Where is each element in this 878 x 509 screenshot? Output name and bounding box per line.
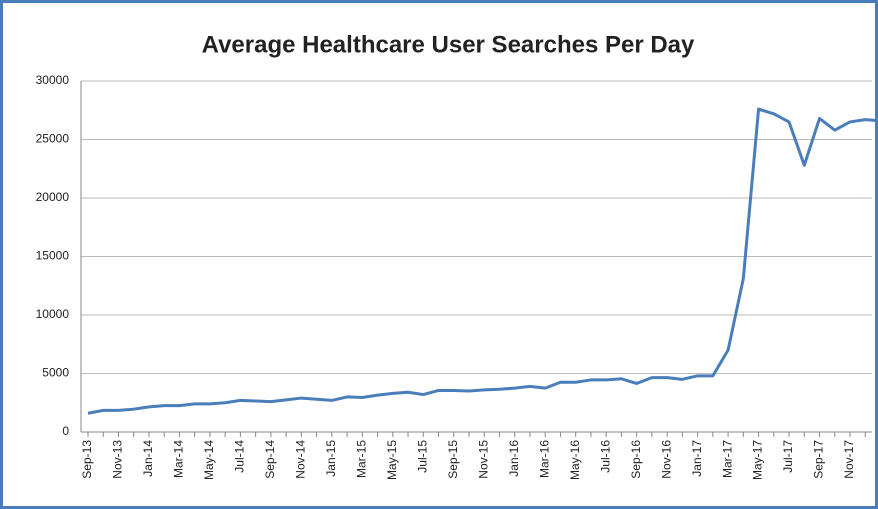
y-tick-label: 25000 — [36, 132, 70, 146]
x-tick-label: May-14 — [202, 440, 216, 480]
x-tick-label: Nov-16 — [659, 440, 673, 479]
x-tick-label: Jul-16 — [598, 440, 612, 473]
x-tick-label: Sep-17 — [812, 440, 826, 479]
x-tick-label: May-16 — [568, 440, 582, 480]
x-tick-label: Sep-14 — [263, 440, 277, 479]
x-tick-label: Sep-16 — [629, 440, 643, 479]
x-tick-label: Nov-14 — [294, 440, 308, 479]
chart-title: Average Healthcare User Searches Per Day — [202, 31, 695, 58]
y-tick-label: 30000 — [36, 73, 70, 87]
x-tick-label: Jan-15 — [324, 440, 338, 477]
y-tick-label: 0 — [62, 424, 69, 438]
x-tick-label: Nov-13 — [111, 440, 125, 479]
data-line — [87, 107, 878, 415]
y-tick-label: 5000 — [42, 366, 69, 380]
x-tick-label: Sep-15 — [446, 440, 460, 479]
y-tick-label: 15000 — [36, 249, 70, 263]
x-tick-label: Sep-13 — [80, 440, 94, 479]
x-tick-label: Jul-15 — [415, 440, 429, 473]
x-tick-label: Jan-14 — [141, 440, 155, 477]
x-tick-label: Nov-15 — [476, 440, 490, 479]
x-tick-label: Jan-16 — [507, 440, 521, 477]
y-tick-label: 20000 — [36, 190, 70, 204]
x-tick-label: Jul-14 — [233, 440, 247, 473]
x-tick-label: Mar-16 — [537, 440, 551, 478]
x-tick-label: Jul-17 — [781, 440, 795, 473]
x-tick-label: May-15 — [385, 440, 399, 480]
x-tick-label: Jan-17 — [690, 440, 704, 477]
x-tick-label: Mar-17 — [720, 440, 734, 478]
x-tick-label: May-17 — [751, 440, 765, 480]
x-tick-label: Mar-14 — [172, 440, 186, 478]
x-tick-label: Nov-17 — [842, 440, 856, 479]
y-tick-label: 10000 — [36, 307, 70, 321]
x-tick-label: Mar-15 — [354, 440, 368, 478]
